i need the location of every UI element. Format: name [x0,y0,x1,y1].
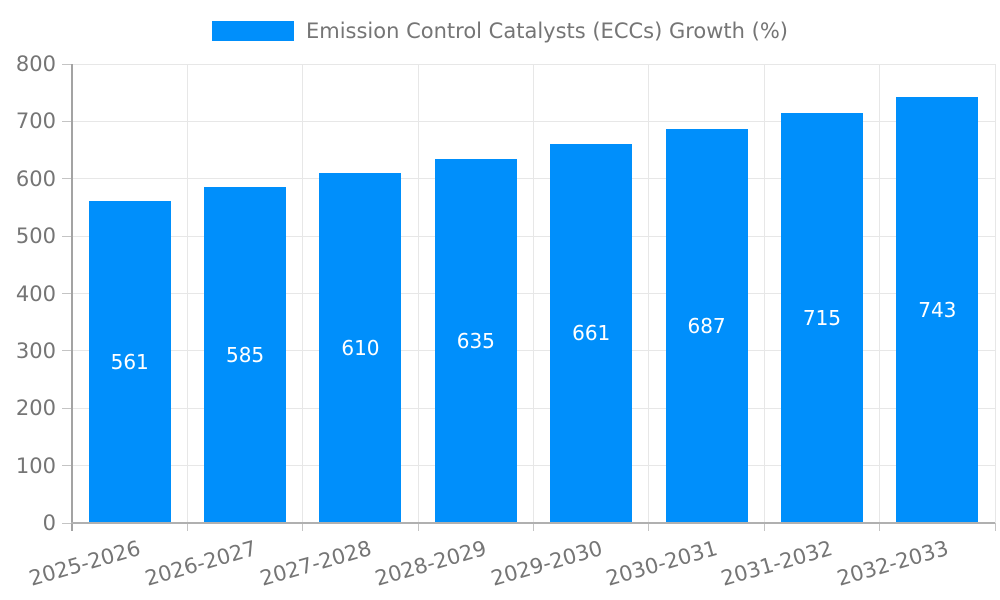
y-axis-tick-label: 700 [15,109,56,134]
bar-value-label: 743 [918,297,957,322]
bar-value-label: 687 [687,313,726,338]
x-axis-tick-mark [879,523,881,531]
x-axis-label: 2026-2027 [142,536,259,591]
y-axis-tick-label: 500 [15,224,56,249]
bar [896,96,979,523]
y-axis-tick-label: 300 [15,338,56,363]
y-axis-tick-mark [62,178,72,180]
y-axis-tick-label: 0 [42,511,56,535]
y-axis-tick-mark [62,350,72,352]
bar-value-label: 585 [225,343,265,368]
y-axis-tick-mark [62,465,72,467]
y-axis-tick-label: 800 [15,52,56,76]
x-axis-tick-mark [533,523,534,531]
y-axis-tick-label: 100 [15,453,56,478]
x-axis-tick-mark [417,523,419,531]
bar [434,158,517,523]
legend: Emission Control Catalysts (ECCs) Growth… [0,19,1000,43]
grid-line-vertical [648,64,650,523]
bar [665,128,748,523]
grid-line-vertical [302,64,304,523]
bar [780,112,863,523]
x-axis-tick-mark [302,523,304,531]
y-axis-tick-label: 600 [15,166,56,191]
x-axis-label: 2025-2026 [26,536,144,591]
x-axis-tick-mark [994,523,996,531]
bar-value-label: 561 [110,350,149,375]
bar [88,201,171,523]
y-axis-tick-mark [62,63,72,65]
x-axis-label: 2031-2032 [718,536,836,591]
y-axis-tick-label: 200 [15,396,56,421]
grid-line-vertical [763,64,765,523]
legend-swatch-icon [211,21,294,41]
x-axis-label: 2027-2028 [257,536,375,591]
y-axis-tick-mark [62,235,72,237]
legend-label: Emission Control Catalysts (ECCs) Growth… [305,19,788,43]
grid-line-vertical [533,64,534,523]
bar-value-label: 715 [802,305,842,330]
x-axis-label: 2032-2033 [834,536,951,591]
bar-value-label: 661 [572,321,611,346]
grid-line-vertical [879,64,881,523]
y-axis-tick-mark [62,120,72,122]
bar [204,187,287,523]
y-axis-tick-mark [62,522,72,524]
y-axis-tick-label: 400 [15,281,56,306]
x-axis-tick-mark [763,523,765,531]
bar [550,143,633,523]
y-axis-tick-mark [62,293,72,294]
grid-line-vertical [994,64,996,523]
y-axis-line [71,64,73,531]
bar-value-label: 610 [341,336,380,360]
grid-line-vertical [417,64,419,523]
x-axis-tick-mark [648,523,650,531]
y-axis-tick-mark [62,407,72,409]
x-axis-tick-mark [186,523,188,531]
x-axis-label: 2029-2030 [488,536,605,591]
bar-value-label: 635 [456,328,495,353]
x-axis-label: 2028-2029 [372,536,490,591]
grid-line-vertical [186,64,188,523]
bar [319,173,402,523]
x-axis-label: 2030-2031 [603,536,721,591]
x-axis-line [71,522,995,524]
